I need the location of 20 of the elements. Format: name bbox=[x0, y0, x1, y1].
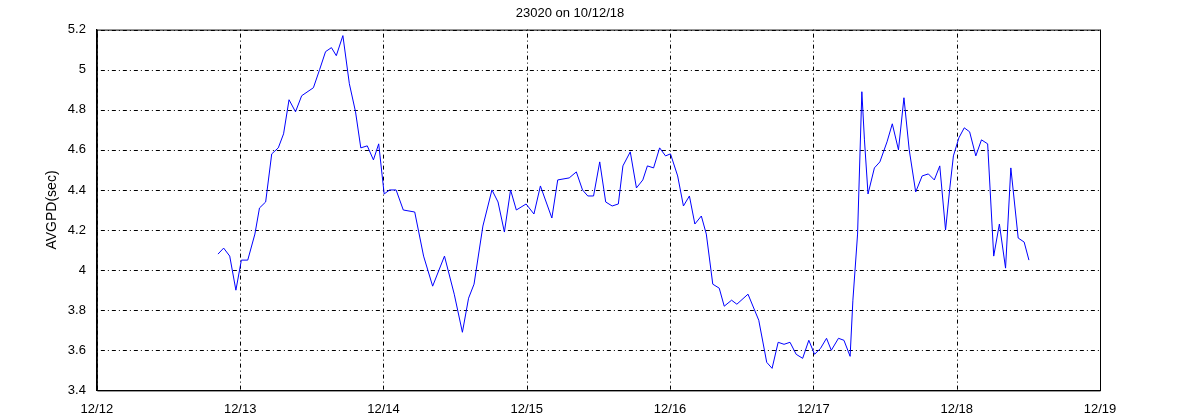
y-tick-label: 5.2 bbox=[67, 21, 86, 37]
y-tick-label: 4.4 bbox=[67, 181, 86, 197]
x-tick-label: 12/13 bbox=[223, 400, 257, 416]
y-tick-label: 4.2 bbox=[67, 221, 86, 237]
y-tick-label: 4.6 bbox=[67, 141, 86, 157]
y-axis-title: AVGPD(sec) bbox=[43, 170, 60, 250]
y-tick-label: 3.6 bbox=[67, 341, 86, 357]
y-tick-label: 3.8 bbox=[67, 301, 86, 317]
x-tick-label: 12/19 bbox=[1083, 400, 1117, 416]
x-tick-label: 12/16 bbox=[653, 400, 687, 416]
y-tick-label: 3.4 bbox=[67, 381, 86, 397]
y-tick-label: 5 bbox=[78, 61, 86, 77]
x-tick-label: 12/17 bbox=[797, 400, 830, 416]
x-tick-label: 12/14 bbox=[367, 400, 400, 416]
x-tick-label: 12/15 bbox=[510, 400, 544, 416]
y-tick-label: 4 bbox=[78, 261, 86, 277]
y-tick-label: 4.8 bbox=[67, 101, 86, 117]
chart-title: 23020 on 10/12/18 bbox=[515, 5, 625, 21]
x-tick-label: 12/12 bbox=[80, 400, 114, 416]
x-tick-label: 12/18 bbox=[940, 400, 973, 416]
